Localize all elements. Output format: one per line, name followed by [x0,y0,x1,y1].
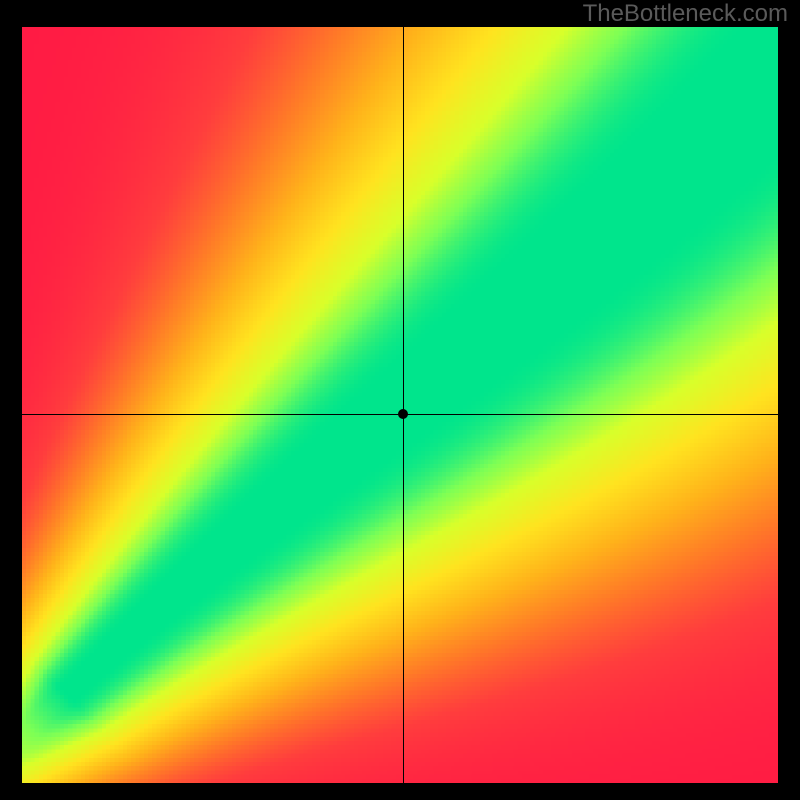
heatmap-plot [22,27,778,783]
watermark-text: TheBottleneck.com [583,0,788,28]
heatmap-canvas [22,27,778,783]
crosshair-vertical [403,27,404,783]
bottleneck-marker [398,409,408,419]
